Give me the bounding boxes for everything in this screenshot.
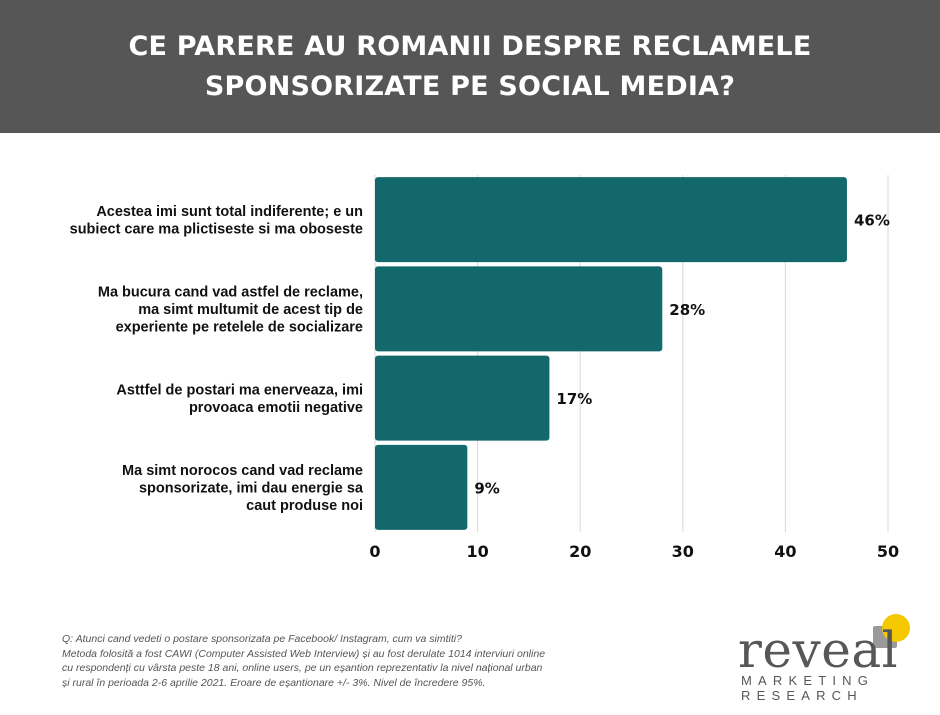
category-label-line: sponsorizate, imi dau energie sa [139, 480, 364, 496]
x-tick-label: 50 [877, 542, 899, 561]
logo-word: reveal [738, 621, 899, 679]
footnote: Q: Atunci cand vedeti o postare sponsori… [62, 632, 582, 690]
footnote-sample: cu respondenți cu vârsta peste 18 ani, o… [62, 662, 543, 674]
logo-mark-icon [873, 614, 910, 648]
footnote-method: Metoda folosită a fost CAWI (Computer As… [62, 647, 546, 660]
bar [375, 355, 550, 441]
category-label-line: provoaca emotii negative [189, 400, 363, 416]
category-label: Acestea imi sunt total indiferente; e un… [70, 204, 363, 238]
x-axis-ticks: 0 10 20 30 40 50 [369, 542, 899, 561]
logo-line1: MARKETING [741, 673, 875, 688]
logo-line2: RESEARCH [741, 688, 863, 703]
category-label-line: experiente pe retelele de socializare [116, 319, 363, 335]
category-labels: 46% Acestea imi sunt total indiferente; e… [70, 204, 890, 514]
data-label: 28% [669, 301, 705, 319]
x-tick-label: 30 [672, 542, 694, 561]
bar [375, 266, 663, 352]
category-label-line: caut produse noi [246, 498, 363, 514]
category-label-line: ma simt multumit de acest tip de [138, 302, 363, 318]
bar-chart: 46% Acestea imi sunt total indiferente; e… [70, 175, 899, 561]
category-label-line: Asttfel de postari ma enerveaza, imi [116, 382, 363, 398]
category-label: Ma bucura cand vad astfel de reclame, ma … [98, 284, 363, 335]
category-label-line: Ma simt norocos cand vad reclame [122, 463, 363, 479]
bars [375, 177, 847, 530]
bar [375, 177, 847, 263]
data-label: 9% [474, 479, 499, 497]
category-label-line: subiect care ma plictiseste si ma oboses… [70, 221, 363, 237]
chart-title: CE PARERE AU ROMANII DESPRE RECLAMELE SP… [128, 30, 812, 102]
category-label-line: Ma bucura cand vad astfel de reclame, [98, 284, 363, 300]
category-label: Ma simt norocos cand vad reclame sponsori… [122, 463, 364, 514]
header-banner: CE PARERE AU ROMANII DESPRE RECLAMELE SP… [0, 0, 940, 133]
data-label: 17% [556, 390, 592, 408]
x-tick-label: 20 [569, 542, 591, 561]
footnote-period: și rural în perioada 2-6 aprilie 2021. E… [62, 676, 486, 689]
footnote-question: Q: Atunci cand vedeti o postare sponsori… [62, 633, 462, 645]
data-label: 46% [854, 212, 890, 230]
bar [375, 444, 468, 530]
x-tick-label: 10 [466, 542, 488, 561]
category-label-line: Acestea imi sunt total indiferente; e un [96, 204, 363, 220]
category-label: Asttfel de postari ma enerveaza, imi prov… [116, 382, 363, 416]
x-tick-label: 40 [774, 542, 796, 561]
x-tick-label: 0 [369, 542, 380, 561]
reveal-logo: reveal MARKETING RESEARCH [738, 612, 928, 707]
